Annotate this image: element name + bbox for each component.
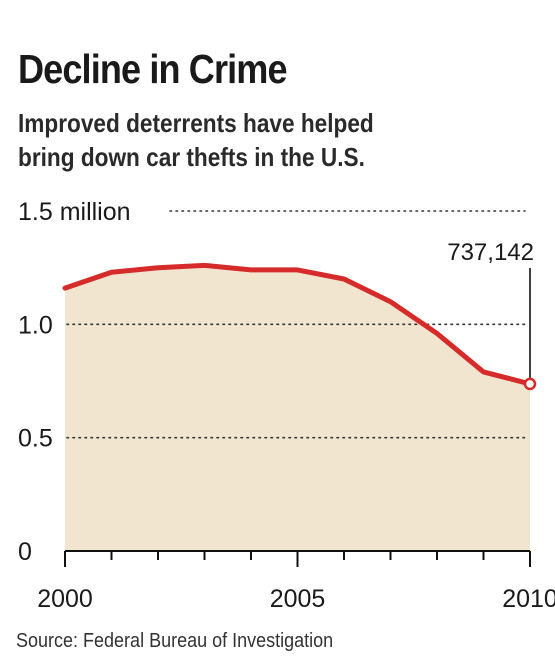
x-tick-label-2005: 2005 <box>270 585 326 613</box>
y-tick-label-1-5: 1.5 million <box>18 198 131 226</box>
area-fill <box>65 265 530 551</box>
x-tick-label-2000: 2000 <box>37 585 93 613</box>
y-tick-label-0: 0 <box>18 538 32 566</box>
source-note: Source: Federal Bureau of Investigation <box>16 630 334 652</box>
y-tick-label-1: 1.0 <box>18 311 53 339</box>
series-line <box>62 262 533 387</box>
chart-title: Decline in Crime <box>18 46 288 92</box>
annotation-endpoint-marker <box>523 377 537 391</box>
x-tick-label-2010: 2010 <box>502 585 555 613</box>
chart-subtitle: Improved deterrents have helped bring do… <box>18 106 374 174</box>
y-tick-label-0-5: 0.5 <box>18 425 53 453</box>
subtitle-line-1: Improved deterrents have helped <box>18 108 374 138</box>
annotation-label: 737,142 <box>447 239 534 266</box>
subtitle-line-2: bring down car thefts in the U.S. <box>18 142 365 172</box>
